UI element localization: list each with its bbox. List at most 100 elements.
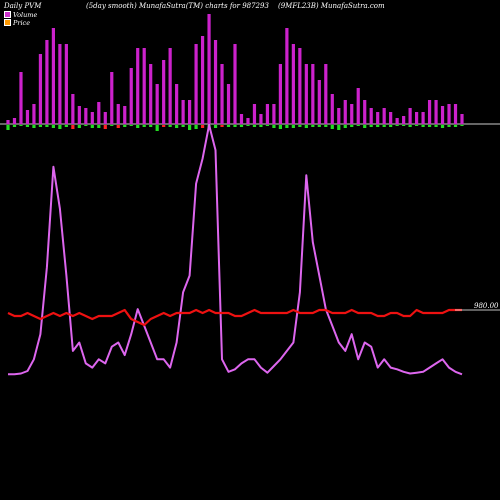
volume-bar	[149, 64, 153, 124]
change-bar	[427, 125, 432, 127]
change-bar	[110, 125, 114, 126]
change-bar	[434, 125, 438, 127]
change-bar	[382, 125, 386, 127]
change-bar	[168, 125, 172, 127]
volume-bar	[123, 106, 127, 124]
change-bar	[324, 125, 328, 127]
volume-bar	[453, 104, 458, 124]
change-bar	[259, 125, 263, 127]
change-bar	[402, 125, 406, 126]
volume-bar	[291, 44, 295, 124]
price-line	[7, 308, 462, 327]
volume-bar	[252, 104, 257, 124]
volume-bar	[317, 80, 321, 124]
volume-bar	[415, 112, 419, 124]
change-bar	[123, 125, 127, 127]
change-bar	[200, 125, 205, 128]
header-left: Daily PVM	[4, 2, 42, 10]
change-bar	[265, 125, 270, 126]
change-bar	[291, 125, 295, 128]
change-bar	[440, 125, 445, 128]
change-bar	[415, 125, 419, 126]
volume-bar	[389, 112, 393, 124]
change-bar	[395, 125, 399, 126]
volume-bar	[330, 94, 334, 124]
change-bar	[6, 125, 10, 130]
volume-bar	[265, 104, 270, 124]
volume-bar	[421, 112, 425, 124]
volume-bar	[64, 44, 68, 124]
change-bar	[272, 125, 276, 128]
change-bar	[51, 125, 55, 128]
volume-bar	[25, 110, 30, 124]
change-bar	[19, 125, 23, 126]
volume-bar	[6, 120, 10, 124]
volume-bar	[304, 64, 308, 124]
change-bar	[45, 125, 49, 127]
change-bar	[103, 125, 107, 129]
change-bar	[343, 125, 347, 128]
change-bar	[311, 125, 315, 127]
change-bar	[162, 125, 166, 127]
volume-bar	[324, 64, 328, 124]
volume-bar	[162, 60, 166, 124]
volume-bar	[168, 48, 172, 124]
legend-volume-swatch-icon	[4, 11, 11, 18]
volume-bar	[226, 84, 231, 124]
volume-bar	[298, 48, 302, 124]
change-bar	[317, 125, 321, 127]
change-bar	[181, 125, 185, 127]
volume-bar	[110, 72, 114, 124]
volume-bar	[356, 88, 360, 124]
volume-bar	[51, 28, 55, 124]
change-bar	[71, 125, 75, 129]
volume-bar	[337, 108, 341, 124]
volume-bar	[90, 112, 94, 124]
change-bar	[12, 125, 17, 127]
legend-item-volume: Volume	[4, 11, 37, 19]
change-bar	[136, 125, 140, 128]
change-bar	[233, 125, 237, 127]
volume-bar	[402, 116, 406, 124]
change-bar	[142, 125, 146, 127]
volume-bar	[97, 102, 101, 124]
price-label: 980.00	[474, 302, 499, 310]
legend-item-price: Price	[4, 19, 37, 27]
change-bar	[188, 125, 192, 130]
legend-price-label: Price	[13, 19, 31, 27]
legend-price-swatch-icon	[4, 19, 11, 26]
legend-volume-label: Volume	[13, 11, 38, 19]
change-bar	[58, 125, 62, 129]
change-bar	[304, 125, 308, 128]
change-bar	[84, 125, 88, 126]
change-bar	[239, 125, 244, 127]
header-middle: (5day smooth) MunafaSutra(TM) charts for…	[86, 2, 269, 10]
volume-bar	[246, 118, 250, 124]
change-bar	[246, 125, 250, 126]
change-bar	[447, 125, 451, 127]
volume-bar	[440, 106, 445, 124]
chart-legend: Volume Price	[4, 11, 37, 27]
change-bar	[350, 125, 354, 127]
volume-bar	[103, 112, 107, 124]
change-bar	[32, 125, 36, 128]
volume-bar	[447, 104, 451, 124]
change-bar	[460, 125, 464, 126]
volume-bar	[395, 118, 399, 124]
volume-bar	[58, 44, 62, 124]
volume-bar	[71, 94, 75, 124]
volume-bar	[129, 68, 133, 124]
volume-bar	[233, 44, 237, 124]
volume-bar	[142, 48, 146, 124]
change-bar	[226, 125, 231, 127]
volume-bar	[427, 100, 432, 124]
volume-bar	[136, 48, 140, 124]
change-bar	[194, 125, 198, 129]
change-bar	[220, 125, 224, 127]
volume-bar	[278, 64, 282, 124]
volume-bar	[369, 108, 373, 124]
change-bar	[64, 125, 68, 127]
volume-bar	[343, 100, 347, 124]
change-bar	[252, 125, 257, 127]
change-bar	[298, 125, 302, 127]
